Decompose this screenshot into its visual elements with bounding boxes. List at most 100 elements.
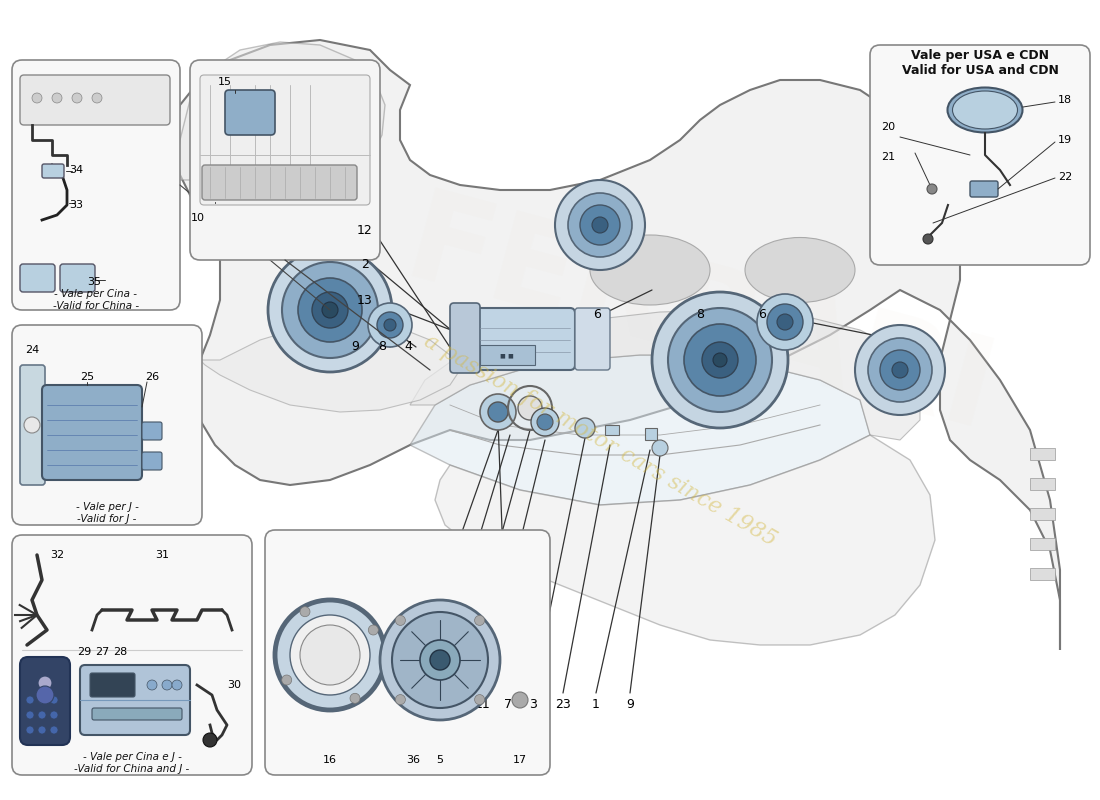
Text: - Vale per J -
-Valid for J -: - Vale per J - -Valid for J -: [76, 502, 139, 524]
Circle shape: [568, 193, 632, 257]
Text: FERRARI: FERRARI: [393, 183, 1006, 457]
FancyBboxPatch shape: [90, 673, 135, 697]
Circle shape: [50, 726, 58, 734]
Circle shape: [379, 600, 500, 720]
Polygon shape: [200, 322, 460, 412]
Circle shape: [474, 615, 485, 626]
Ellipse shape: [953, 91, 1018, 129]
Text: 9: 9: [351, 341, 359, 354]
Circle shape: [480, 394, 516, 430]
FancyBboxPatch shape: [42, 164, 64, 178]
Text: 35: 35: [87, 277, 101, 287]
Text: 6: 6: [758, 307, 766, 321]
Circle shape: [26, 711, 34, 719]
Polygon shape: [175, 40, 1060, 650]
Text: - Vale per Cina -
-Valid for China -: - Vale per Cina - -Valid for China -: [53, 289, 139, 310]
Text: 26: 26: [145, 372, 160, 382]
Ellipse shape: [745, 238, 855, 302]
Circle shape: [72, 93, 82, 103]
Circle shape: [488, 402, 508, 422]
Text: 33: 33: [69, 200, 82, 210]
Bar: [1030, 568, 1055, 580]
Circle shape: [652, 292, 788, 428]
Polygon shape: [410, 310, 920, 440]
Circle shape: [204, 733, 217, 747]
Circle shape: [52, 93, 62, 103]
Circle shape: [580, 205, 620, 245]
Ellipse shape: [590, 235, 710, 305]
Circle shape: [392, 612, 488, 708]
Text: 24: 24: [25, 345, 40, 355]
Circle shape: [652, 440, 668, 456]
Circle shape: [32, 93, 42, 103]
Circle shape: [777, 314, 793, 330]
Circle shape: [474, 694, 485, 705]
Bar: [1030, 448, 1055, 460]
Circle shape: [377, 312, 403, 338]
Circle shape: [368, 303, 412, 347]
Circle shape: [892, 362, 907, 378]
Circle shape: [350, 694, 360, 703]
Bar: [1030, 478, 1055, 490]
Text: 23: 23: [556, 698, 571, 711]
Circle shape: [395, 615, 406, 626]
Circle shape: [290, 615, 370, 695]
Text: 36: 36: [406, 755, 420, 765]
Circle shape: [147, 680, 157, 690]
Text: 10: 10: [191, 213, 205, 223]
Circle shape: [24, 417, 40, 433]
Circle shape: [275, 600, 385, 710]
Circle shape: [50, 711, 58, 719]
Circle shape: [767, 304, 803, 340]
FancyBboxPatch shape: [475, 308, 575, 370]
Text: a passion for motor cars since 1985: a passion for motor cars since 1985: [420, 330, 780, 550]
Text: 18: 18: [1058, 95, 1072, 105]
Circle shape: [575, 418, 595, 438]
Circle shape: [927, 184, 937, 194]
Text: 4: 4: [404, 341, 411, 354]
Circle shape: [713, 353, 727, 367]
Text: 29: 29: [77, 647, 91, 657]
Circle shape: [880, 350, 920, 390]
Polygon shape: [175, 42, 385, 185]
Circle shape: [702, 342, 738, 378]
Bar: [1030, 508, 1055, 520]
Text: 7: 7: [402, 698, 409, 711]
FancyBboxPatch shape: [575, 308, 611, 370]
FancyBboxPatch shape: [20, 75, 170, 125]
FancyBboxPatch shape: [12, 325, 202, 525]
Circle shape: [923, 234, 933, 244]
Circle shape: [300, 606, 310, 617]
Circle shape: [36, 686, 54, 704]
Circle shape: [298, 278, 362, 342]
Text: 8: 8: [378, 341, 386, 354]
Circle shape: [855, 325, 945, 415]
FancyBboxPatch shape: [12, 60, 180, 310]
Text: 30: 30: [227, 680, 241, 690]
Text: 1: 1: [592, 698, 600, 711]
FancyBboxPatch shape: [190, 60, 380, 260]
Text: 17: 17: [513, 755, 527, 765]
FancyBboxPatch shape: [870, 45, 1090, 265]
Bar: [480, 345, 535, 365]
Text: 8: 8: [428, 698, 436, 711]
Text: 34: 34: [69, 165, 84, 175]
Text: 3: 3: [529, 698, 537, 711]
Text: 22: 22: [1058, 172, 1072, 182]
FancyBboxPatch shape: [20, 365, 45, 485]
FancyBboxPatch shape: [60, 264, 95, 292]
Circle shape: [868, 338, 932, 402]
Circle shape: [420, 640, 460, 680]
Circle shape: [50, 696, 58, 704]
Circle shape: [512, 692, 528, 708]
Text: 21: 21: [881, 152, 895, 162]
FancyBboxPatch shape: [450, 303, 480, 373]
Ellipse shape: [947, 87, 1023, 133]
Bar: [1030, 538, 1055, 550]
Circle shape: [282, 675, 292, 685]
Circle shape: [268, 248, 392, 372]
Circle shape: [26, 696, 34, 704]
Text: 20: 20: [881, 122, 895, 132]
Circle shape: [395, 694, 406, 705]
Text: 11: 11: [475, 698, 491, 711]
